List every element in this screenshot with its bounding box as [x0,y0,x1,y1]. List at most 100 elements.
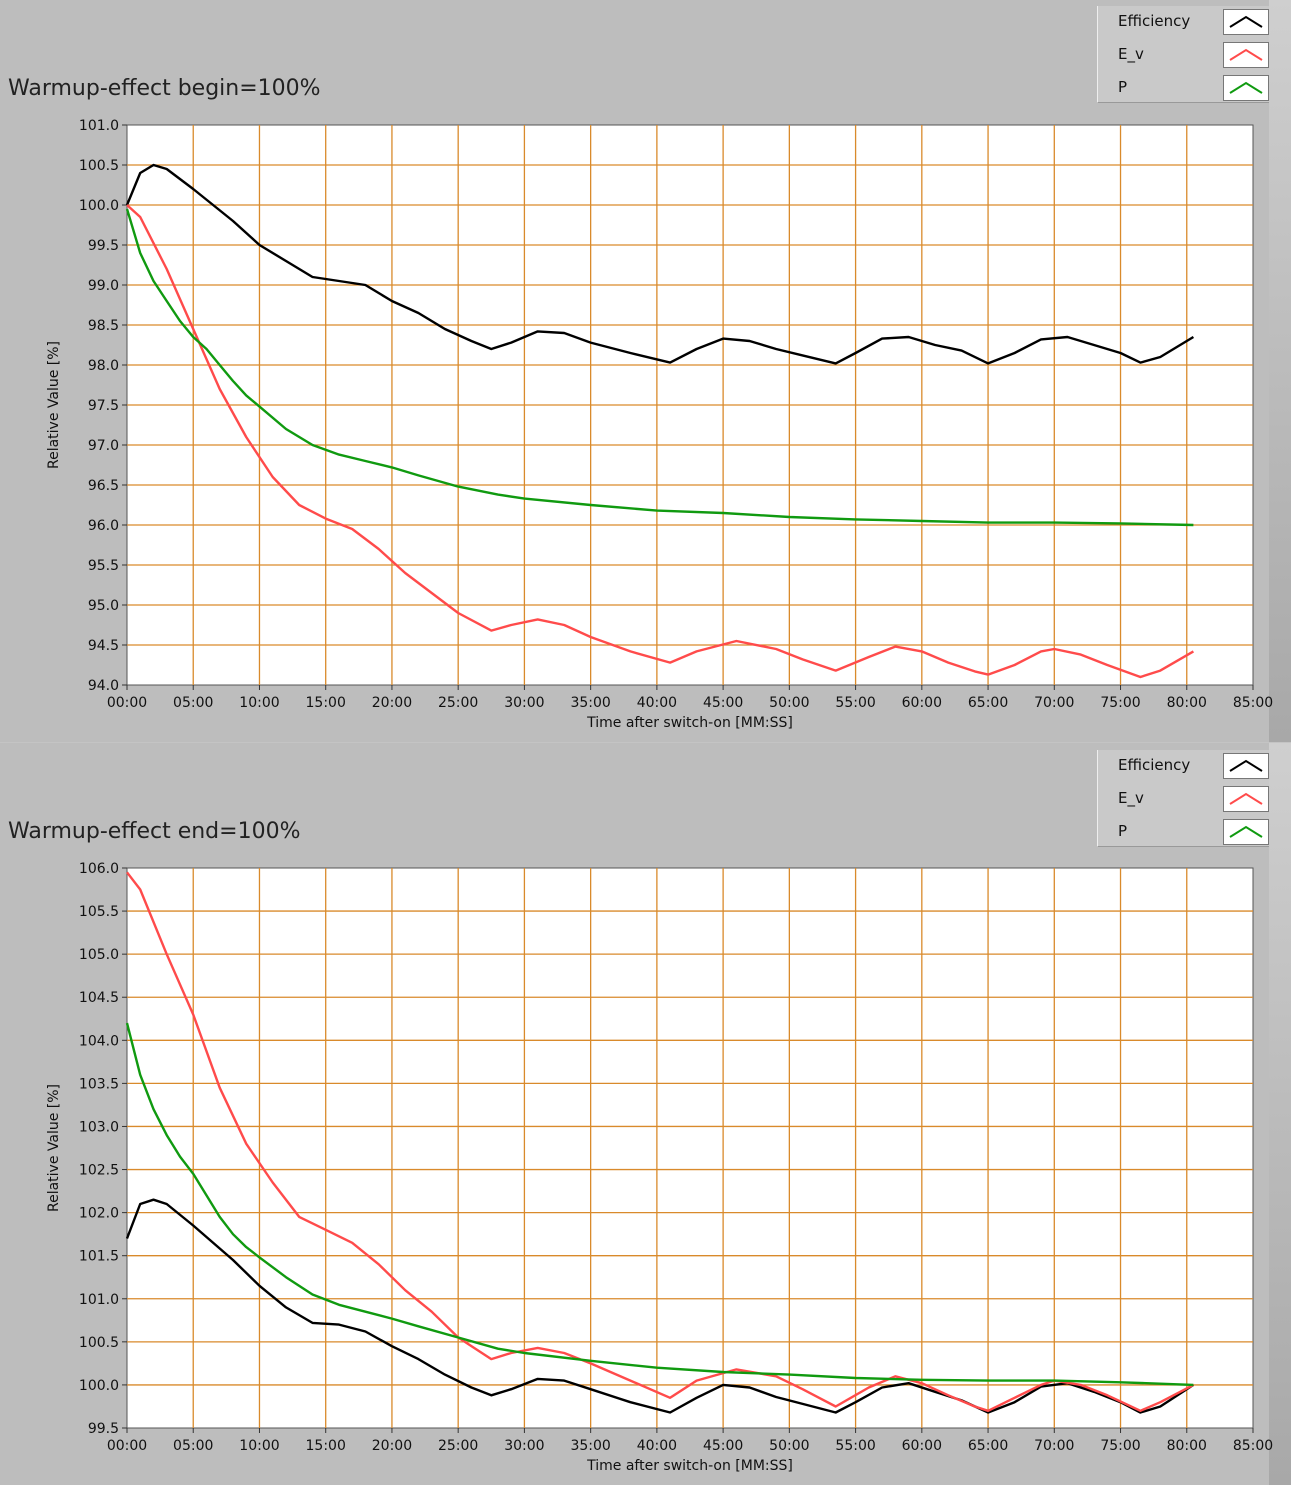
series-line-p [125,208,1194,527]
legend-swatch-icon[interactable] [1223,9,1269,35]
y-tick-label: 98.0 [88,358,119,374]
y-tick-label: 103.0 [79,1119,119,1135]
legend-item-efficiency[interactable]: Efficiency [1098,6,1279,38]
chart-title: Warmup-effect begin=100% [8,76,321,101]
y-tick-label: 101.0 [79,1292,119,1308]
series-line-efficiency [125,163,1195,365]
x-tick-label: 00:00 [107,1438,147,1454]
y-tick-label: 94.0 [88,678,119,694]
y-tick-label: 96.0 [88,518,119,534]
line-chart: 00:00 05:00 10:00 15:00 20:00 25:00 30:00 35:00… [46,118,1273,731]
y-tick-label: 98.5 [88,318,119,334]
y-tick-label: 99.0 [88,278,119,294]
x-tick-label: 20:00 [372,1438,412,1454]
y-tick-label: 97.0 [88,438,119,454]
x-tick-label: 70:00 [1034,695,1074,711]
right-scroll-edge [1269,743,1291,1485]
y-tick-label: 94.5 [88,638,119,654]
y-tick-label: 102.5 [79,1163,119,1179]
x-tick-label: 25:00 [438,695,478,711]
y-tick-label: 104.0 [79,1033,119,1049]
y-tick-label: 100.0 [79,1378,119,1394]
x-tick-label: 15:00 [306,695,346,711]
y-tick-label: 103.5 [79,1076,119,1092]
legend-label: E_v [1118,45,1144,63]
x-tick-label: 25:00 [438,1438,478,1454]
legend-item-p[interactable]: P [1098,816,1279,848]
legend-label: P [1118,822,1128,840]
legend-item-e-v[interactable]: E_v [1098,783,1279,815]
x-tick-label: 05:00 [173,695,213,711]
x-tick-label: 65:00 [968,1438,1008,1454]
x-tick-label: 30:00 [504,1438,544,1454]
chart-panel-end: Warmup-effect end=100% Efficiency E_v P … [0,743,1291,1485]
y-tick-label: 95.5 [88,558,119,574]
y-axis-label: Relative Value [%] [46,1084,62,1212]
series-line-e-v [126,204,1195,679]
x-tick-label: 35:00 [570,695,610,711]
y-tick-label: 99.5 [88,238,119,254]
series-line-e-v [126,871,1194,1412]
x-tick-label: 75:00 [1100,695,1140,711]
x-tick-label: 45:00 [703,695,743,711]
y-tick-label: 97.5 [88,398,119,414]
x-tick-label: 40:00 [637,1438,677,1454]
x-tick-label: 10:00 [239,695,279,711]
x-tick-label: 45:00 [703,1438,743,1454]
legend-label: E_v [1118,789,1144,807]
x-tick-label: 55:00 [835,695,875,711]
x-tick-label: 85:00 [1233,1438,1273,1454]
x-tick-label: 50:00 [769,1438,809,1454]
legend-swatch-icon[interactable] [1223,819,1269,845]
x-tick-label: 15:00 [306,1438,346,1454]
legend-item-p[interactable]: P [1098,72,1279,104]
x-tick-label: 75:00 [1100,1438,1140,1454]
x-tick-label: 80:00 [1167,1438,1207,1454]
right-scroll-edge [1269,0,1291,742]
y-tick-label: 101.5 [79,1249,119,1265]
legend-item-efficiency[interactable]: Efficiency [1098,750,1279,782]
x-tick-label: 20:00 [372,695,412,711]
x-tick-label: 85:00 [1233,695,1273,711]
chart-title: Warmup-effect end=100% [8,819,301,844]
legend-swatch-icon[interactable] [1223,786,1269,812]
x-tick-label: 50:00 [769,695,809,711]
y-tick-label: 105.0 [79,947,119,963]
legend-swatch-icon[interactable] [1223,753,1269,779]
legend-label: Efficiency [1118,12,1191,30]
x-tick-label: 65:00 [968,695,1008,711]
legend-swatch-icon[interactable] [1223,42,1269,68]
x-tick-label: 60:00 [902,1438,942,1454]
x-tick-label: 40:00 [637,695,677,711]
y-tick-label: 104.5 [79,990,119,1006]
y-tick-label: 96.5 [88,478,119,494]
x-tick-label: 00:00 [107,695,147,711]
series-line-efficiency [125,1198,1195,1414]
y-tick-label: 105.5 [79,904,119,920]
y-tick-label: 99.5 [88,1421,119,1437]
y-tick-label: 102.0 [79,1206,119,1222]
x-tick-label: 70:00 [1034,1438,1074,1454]
legend-item-e-v[interactable]: E_v [1098,39,1279,71]
x-tick-label: 30:00 [504,695,544,711]
x-tick-label: 60:00 [902,695,942,711]
x-tick-label: 55:00 [835,1438,875,1454]
x-tick-label: 80:00 [1167,695,1207,711]
chart-panel-begin: Warmup-effect begin=100% Efficiency E_v … [0,0,1291,742]
legend-label: Efficiency [1118,756,1191,774]
y-tick-label: 100.0 [79,198,119,214]
plot-legend: Efficiency E_v P [1097,6,1279,103]
x-tick-label: 10:00 [239,1438,279,1454]
y-tick-label: 100.5 [79,158,119,174]
legend-swatch-icon[interactable] [1223,75,1269,101]
series-line-p [125,1022,1194,1387]
y-tick-label: 100.5 [79,1335,119,1351]
y-axis-label: Relative Value [%] [46,341,62,469]
legend-label: P [1118,78,1128,96]
y-tick-label: 101.0 [79,118,119,134]
plot-area [126,867,1254,1429]
x-axis-label: Time after switch-on [MM:SS] [586,1458,793,1474]
x-axis-label: Time after switch-on [MM:SS] [586,715,793,731]
line-chart: 00:00 05:00 10:00 15:00 20:00 25:00 30:00 35:00… [46,861,1273,1474]
plot-legend: Efficiency E_v P [1097,750,1279,847]
